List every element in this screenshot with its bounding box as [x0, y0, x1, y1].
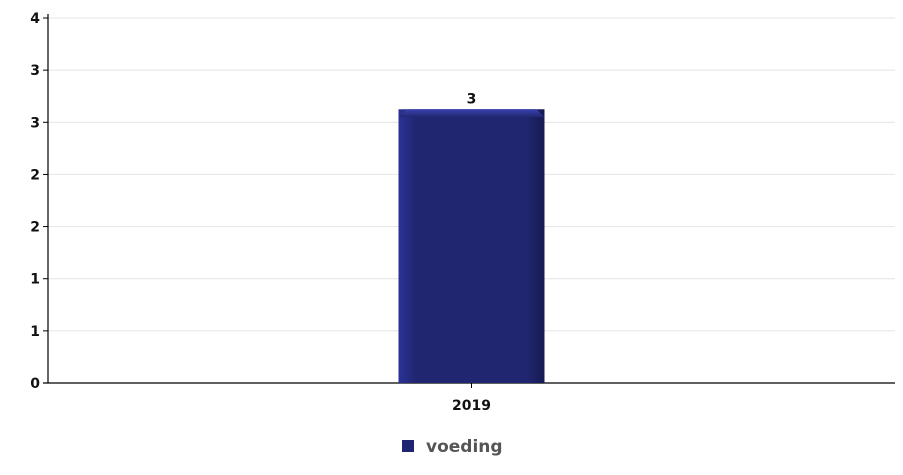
bar-data-label: 3: [467, 91, 477, 107]
y-tick-label: 1: [30, 324, 40, 340]
labels: 0 1 1 2 2 3 3 4 3 2019: [30, 11, 491, 414]
y-tick-label: 4: [30, 11, 40, 27]
bars: [398, 109, 545, 383]
legend-label: voeding: [426, 437, 503, 457]
legend: voeding: [402, 437, 503, 457]
y-tick-label: 0: [30, 376, 40, 392]
y-tick-label: 1: [30, 272, 40, 288]
y-tick-label: 3: [30, 63, 40, 79]
x-tick-label: 2019: [452, 398, 491, 414]
y-tick-label: 2: [30, 220, 40, 236]
bar: [398, 109, 545, 383]
y-tick-label: 2: [30, 167, 40, 183]
legend-swatch: [402, 440, 414, 452]
y-tick-label: 3: [30, 115, 40, 131]
bar-bevel: [398, 109, 545, 118]
